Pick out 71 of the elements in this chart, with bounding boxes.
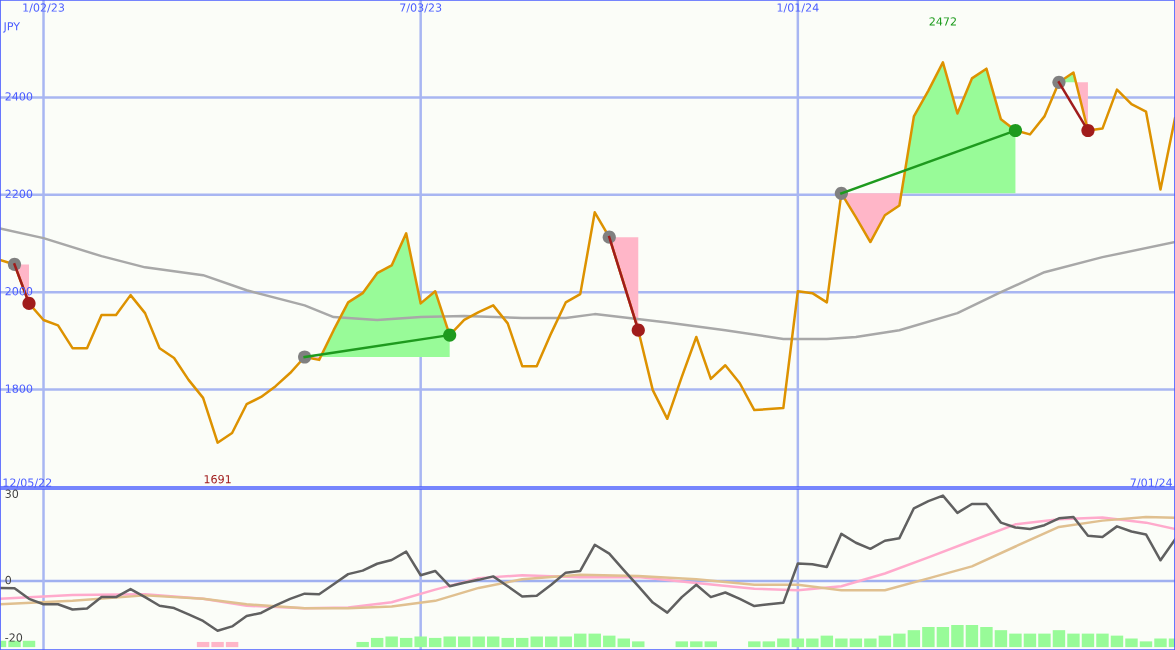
bar	[501, 637, 514, 648]
y-tick-label: -20	[5, 633, 23, 642]
bar	[1081, 633, 1095, 648]
x-tick-label: 1/02/23	[23, 3, 65, 13]
bar	[922, 627, 935, 648]
bar	[864, 638, 877, 648]
bar	[530, 636, 543, 648]
bar	[588, 633, 601, 648]
bar	[835, 638, 848, 648]
bar	[1067, 633, 1080, 648]
bar	[777, 638, 790, 648]
bar	[1023, 633, 1037, 648]
bar	[196, 641, 210, 648]
bar	[545, 636, 558, 648]
bar	[936, 627, 950, 648]
y-axis-title: JPY	[2, 22, 21, 33]
bar	[1110, 635, 1124, 648]
x-tick-label: 1/01/24	[777, 3, 819, 13]
x-tick-label: 7/03/23	[400, 3, 442, 13]
bar	[356, 641, 369, 648]
bar	[690, 641, 703, 648]
bar	[849, 638, 863, 648]
bar	[457, 636, 471, 648]
bar	[385, 636, 398, 648]
annotation: 2472	[929, 17, 956, 26]
line-series	[0, 227, 1175, 341]
annotation: 7/01/24	[1130, 478, 1173, 488]
bar	[980, 627, 993, 648]
annotation: 1691	[204, 474, 231, 484]
bar	[806, 638, 819, 648]
y-tick-label: 0	[5, 575, 12, 585]
y-tick-label: 2400	[5, 92, 33, 101]
bar	[1038, 633, 1051, 648]
bar	[820, 635, 834, 648]
bar	[399, 637, 413, 648]
bar	[559, 636, 572, 648]
bar	[748, 641, 761, 648]
bar	[574, 633, 587, 648]
bar	[675, 641, 689, 648]
bar	[1009, 633, 1022, 648]
bar	[1125, 638, 1138, 648]
bar	[472, 636, 485, 648]
bar	[225, 641, 239, 648]
bar	[893, 633, 906, 648]
bar	[370, 637, 384, 648]
annotation: 12/05/22	[3, 478, 52, 488]
line-series	[0, 61, 1175, 444]
bar	[994, 630, 1008, 648]
bar	[443, 636, 456, 648]
bar	[603, 635, 616, 648]
bar	[211, 641, 224, 648]
bar	[617, 638, 630, 648]
bar	[428, 637, 442, 648]
bar	[704, 641, 718, 648]
bar	[414, 636, 427, 648]
bar	[1096, 633, 1109, 648]
bar	[907, 630, 921, 648]
bar	[951, 624, 964, 648]
bar	[516, 637, 529, 648]
bar	[965, 624, 979, 648]
bar	[762, 641, 776, 648]
bar	[791, 638, 805, 648]
bar	[22, 640, 36, 648]
bar	[878, 635, 892, 648]
bar	[632, 641, 645, 648]
bar	[486, 636, 500, 648]
y-tick-label: 1800	[5, 384, 33, 393]
bar	[1139, 641, 1153, 648]
y-tick-label: 2200	[5, 189, 33, 199]
bar	[1052, 630, 1066, 648]
y-tick-label: 30	[5, 489, 19, 498]
